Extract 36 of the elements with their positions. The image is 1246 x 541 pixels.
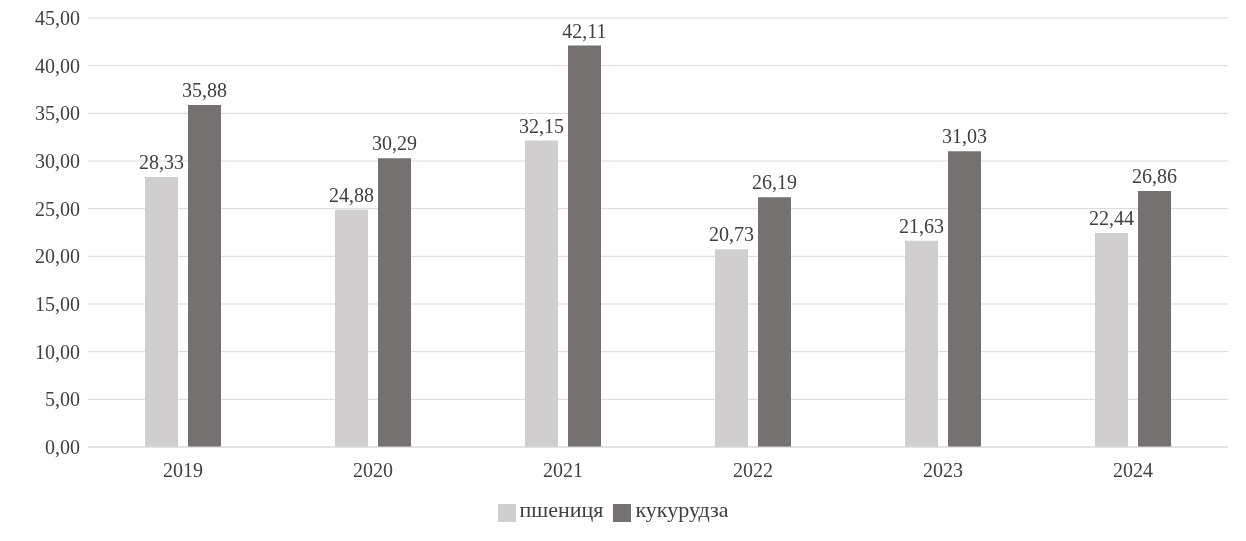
x-tick-label: 2022	[733, 459, 773, 482]
bar	[188, 104, 221, 447]
legend-label: кукурудза	[635, 497, 729, 522]
bar	[568, 45, 601, 447]
y-tick-label: 30,00	[35, 150, 80, 173]
y-tick-label: 45,00	[35, 7, 80, 30]
y-tick-label: 0,00	[45, 436, 80, 459]
y-tick-label: 10,00	[35, 340, 80, 363]
data-label: 26,86	[1132, 164, 1177, 187]
y-tick-label: 25,00	[35, 197, 80, 220]
legend-label: пшениця	[519, 497, 604, 522]
data-label: 22,44	[1089, 207, 1134, 230]
data-label: 26,19	[752, 171, 797, 194]
data-label: 42,11	[562, 19, 607, 42]
y-tick-label: 40,00	[35, 54, 80, 77]
x-tick-label: 2023	[923, 459, 963, 482]
y-tick-label: 20,00	[35, 245, 80, 268]
data-label: 30,29	[372, 132, 417, 155]
data-label: 21,63	[899, 214, 944, 237]
data-label: 32,15	[519, 114, 564, 137]
data-label: 20,73	[709, 223, 754, 246]
data-label: 24,88	[329, 183, 374, 206]
x-tick-label: 2020	[353, 459, 393, 482]
x-tick-label: 2019	[163, 459, 203, 482]
y-tick-label: 5,00	[45, 388, 80, 411]
bar	[948, 151, 981, 447]
y-tick-label: 35,00	[35, 102, 80, 125]
data-label: 31,03	[942, 125, 987, 148]
x-tick-label: 2021	[543, 459, 583, 482]
bar	[378, 158, 411, 447]
data-label: 28,33	[139, 150, 184, 173]
data-label: 35,88	[182, 78, 227, 101]
bar	[758, 197, 791, 447]
y-tick-label: 15,00	[35, 293, 80, 316]
bar	[1138, 190, 1171, 447]
x-tick-label: 2024	[1113, 459, 1153, 482]
